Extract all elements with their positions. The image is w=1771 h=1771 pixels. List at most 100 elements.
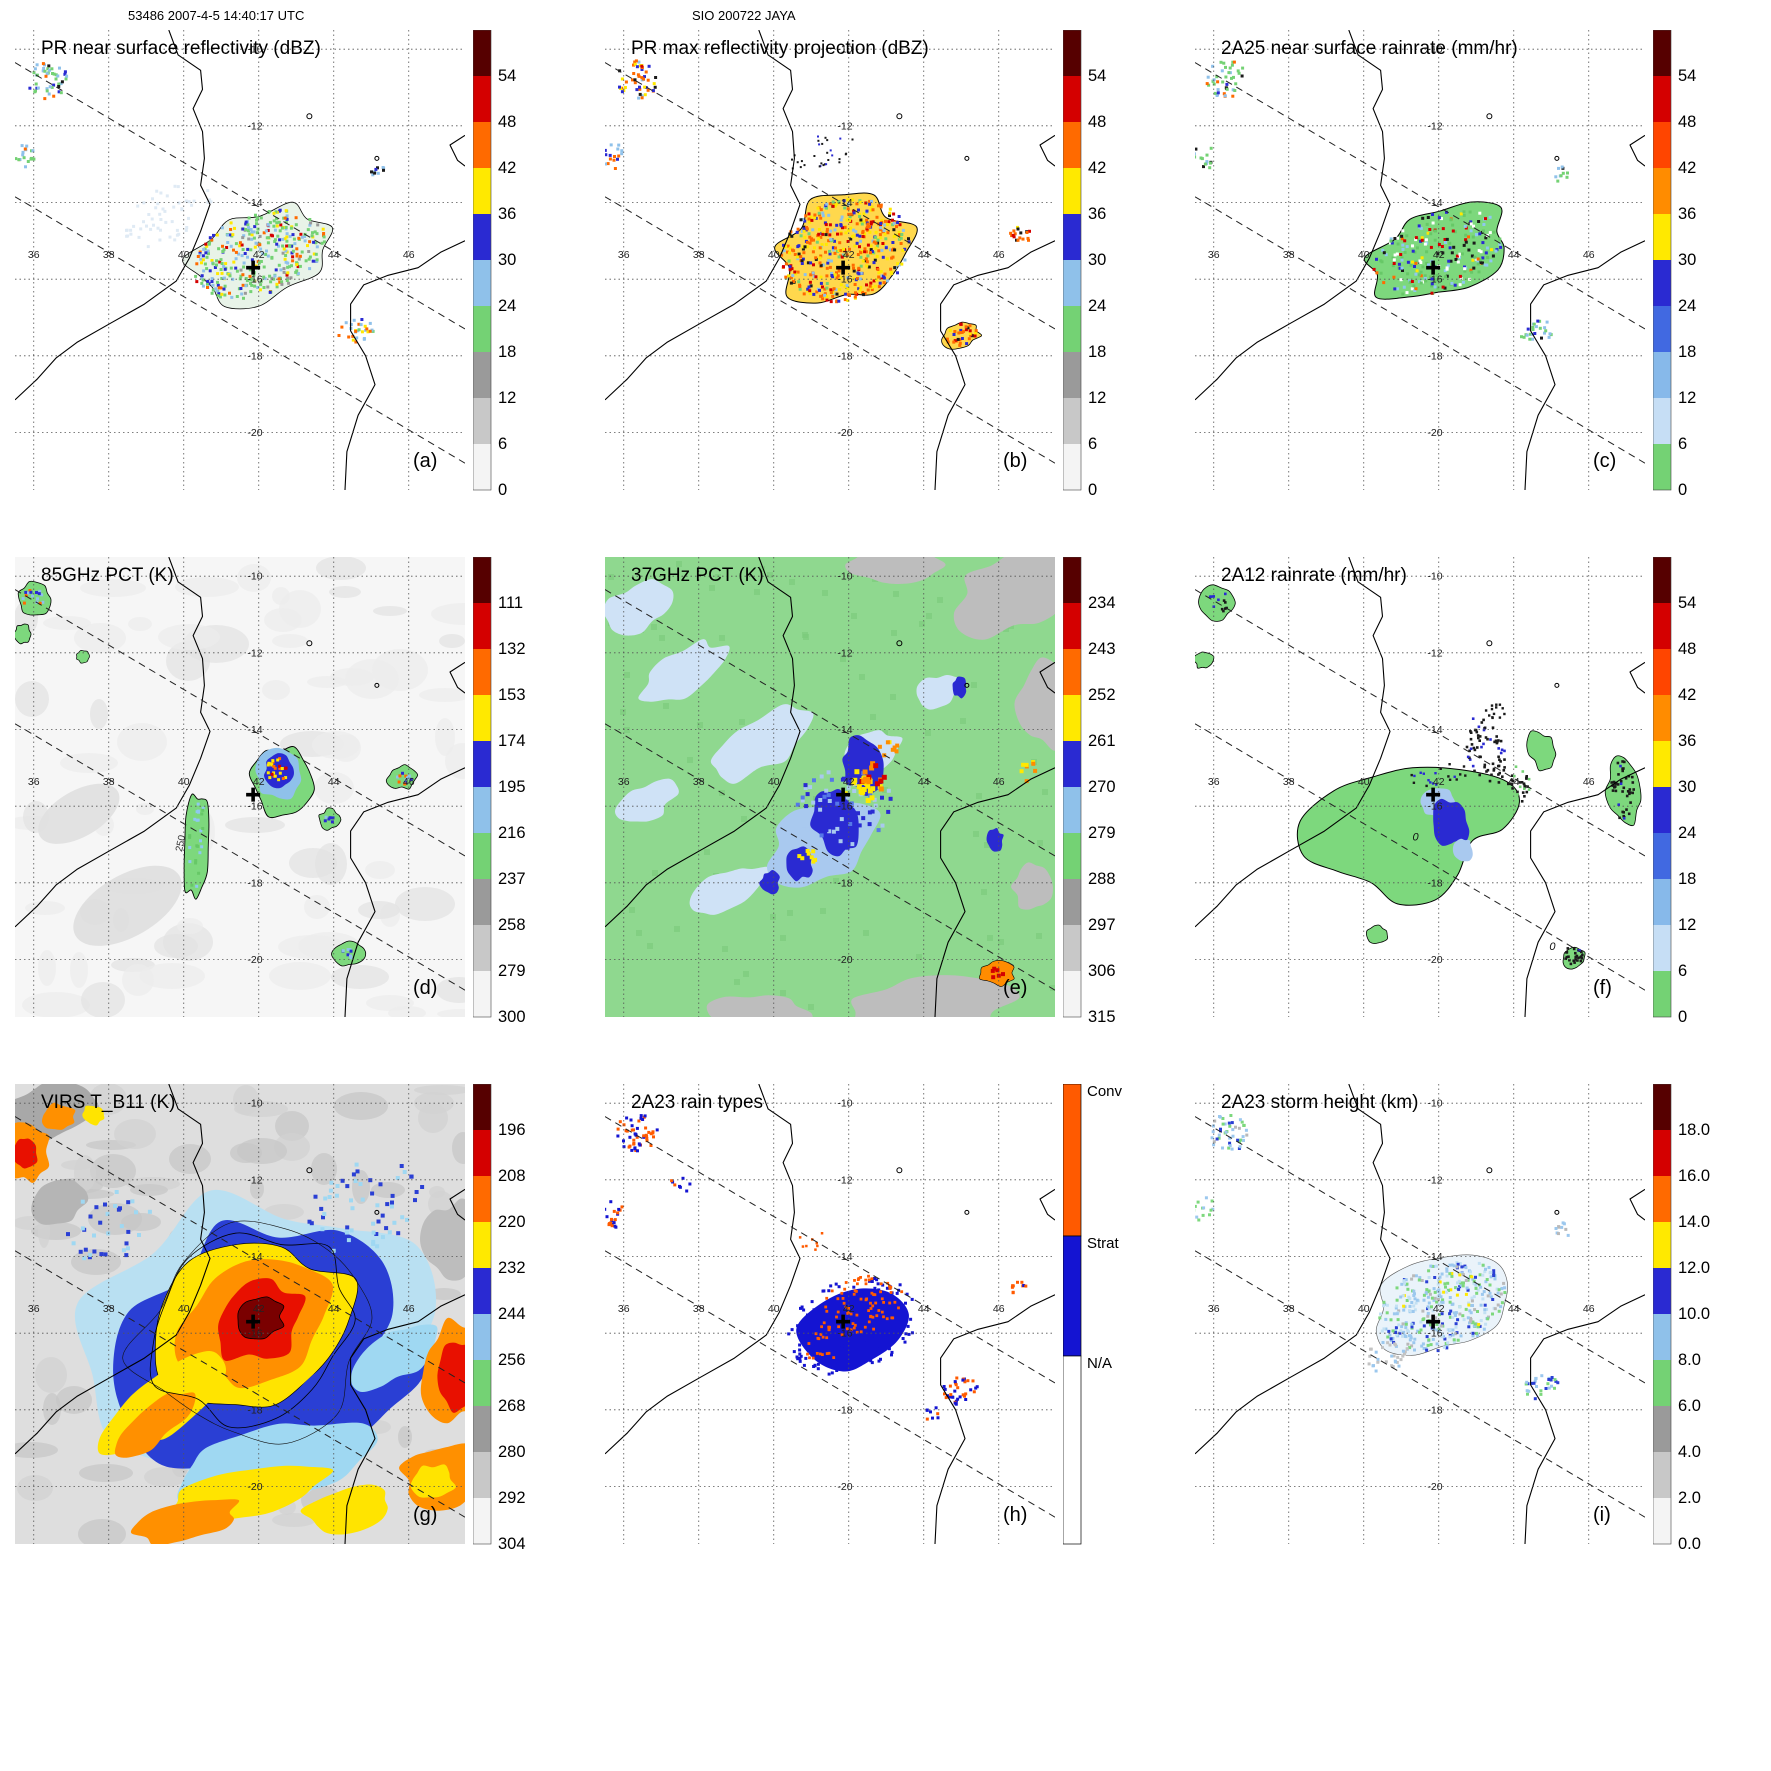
svg-text:-20: -20 — [837, 954, 852, 966]
svg-text:16.0: 16.0 — [1678, 1167, 1710, 1185]
svg-text:208: 208 — [498, 1167, 526, 1185]
svg-text:46: 46 — [993, 1303, 1005, 1315]
panel-i-title: 2A23 storm height (km) — [1221, 1092, 1419, 1113]
svg-text:0: 0 — [1549, 941, 1556, 953]
colorbar-d: 111 132 153 174 195 216 237 258 279 300 — [473, 557, 526, 1026]
svg-text:-14: -14 — [1427, 197, 1442, 209]
svg-text:-20: -20 — [247, 1481, 262, 1493]
panel-a-title: PR near surface reflectivity (dBZ) — [41, 38, 321, 59]
svg-text:279: 279 — [498, 962, 526, 980]
colorbar-g: 196 208 220 232 244 256 268 280 292 304 — [473, 1084, 526, 1553]
svg-text:48: 48 — [498, 113, 516, 131]
svg-text:6.0: 6.0 — [1678, 1397, 1701, 1415]
svg-text:174: 174 — [498, 732, 526, 750]
svg-text:-18: -18 — [247, 350, 262, 362]
svg-text:-18: -18 — [837, 877, 852, 889]
panel-a-letter: (a) — [413, 450, 438, 472]
svg-text:36: 36 — [1208, 776, 1220, 788]
panel-g-title: VIRS T_B11 (K) — [41, 1092, 176, 1113]
svg-text:-20: -20 — [1427, 1481, 1442, 1493]
svg-text:132: 132 — [498, 640, 526, 658]
svg-text:-16: -16 — [837, 1328, 852, 1340]
svg-text:111: 111 — [498, 594, 523, 612]
svg-text:-20: -20 — [837, 1481, 852, 1493]
panel-e: 36 38 40 42 44 46 -10 -12 -14 -16 -18 -20 234 243 252… — [605, 557, 1190, 1032]
svg-text:36: 36 — [1678, 732, 1696, 750]
colorbar-f: 54 48 42 36 30 24 18 12 6 0 — [1653, 557, 1696, 1026]
panel-f-title: 2A12 rainrate (mm/hr) — [1221, 565, 1407, 586]
svg-text:18: 18 — [1088, 343, 1106, 361]
panel-d: 250 36 38 40 42 44 46 -10 -12 -14 -16 -18 -20 111 132… — [15, 557, 600, 1032]
svg-text:44: 44 — [1508, 249, 1520, 261]
panel-h-letter: (h) — [1003, 1504, 1028, 1526]
svg-text:-16: -16 — [247, 801, 262, 813]
svg-text:-18: -18 — [247, 877, 262, 889]
svg-text:30: 30 — [1678, 251, 1696, 269]
map-i: 36 38 40 42 44 46 -10 -12 -14 -16 -18 -20 — [1195, 1084, 1645, 1544]
svg-text:42: 42 — [1433, 1303, 1445, 1315]
svg-text:288: 288 — [1088, 870, 1116, 888]
svg-text:-14: -14 — [247, 1251, 262, 1263]
svg-text:46: 46 — [993, 776, 1005, 788]
svg-text:0: 0 — [1678, 481, 1687, 499]
svg-text:-10: -10 — [837, 44, 852, 56]
panel-f-letter: (f) — [1593, 977, 1612, 999]
svg-text:42: 42 — [253, 249, 265, 261]
svg-text:40: 40 — [178, 776, 190, 788]
svg-text:38: 38 — [1283, 776, 1295, 788]
scan-caption: 53486 2007-4-5 14:40:17 UTC — [128, 8, 305, 23]
svg-text:18: 18 — [1678, 343, 1696, 361]
svg-text:-12: -12 — [837, 647, 852, 659]
svg-text:24: 24 — [1088, 297, 1106, 315]
panel-c-title: 2A25 near surface rainrate (mm/hr) — [1221, 38, 1518, 59]
svg-text:-18: -18 — [1427, 877, 1442, 889]
svg-text:24: 24 — [498, 297, 516, 315]
svg-text:18.0: 18.0 — [1678, 1121, 1710, 1139]
svg-text:-18: -18 — [1427, 1404, 1442, 1416]
svg-text:6: 6 — [1678, 435, 1687, 453]
svg-text:36: 36 — [28, 249, 40, 261]
svg-text:-20: -20 — [1427, 427, 1442, 439]
svg-text:36: 36 — [618, 776, 630, 788]
svg-text:24: 24 — [1678, 297, 1696, 315]
colorbar-c: 54 48 42 36 30 24 18 12 6 0 — [1653, 30, 1696, 499]
svg-text:250: 250 — [174, 834, 188, 853]
svg-text:42: 42 — [1088, 159, 1106, 177]
svg-text:N/A: N/A — [1087, 1355, 1112, 1372]
panel-a: 36 38 40 42 44 46 -10 -12 -14 -16 -18 -20 54 48 42 36 3… — [15, 30, 600, 505]
svg-text:48: 48 — [1678, 113, 1696, 131]
svg-text:18: 18 — [1678, 870, 1696, 888]
svg-text:-18: -18 — [837, 350, 852, 362]
svg-text:234: 234 — [1088, 594, 1116, 612]
svg-text:-20: -20 — [837, 427, 852, 439]
svg-text:-12: -12 — [1427, 120, 1442, 132]
svg-text:4.0: 4.0 — [1678, 1443, 1701, 1461]
svg-text:-20: -20 — [247, 954, 262, 966]
map-e: 36 38 40 42 44 46 -10 -12 -14 -16 -18 -20 — [605, 557, 1055, 1017]
svg-text:12.0: 12.0 — [1678, 1259, 1710, 1277]
svg-text:42: 42 — [1678, 159, 1696, 177]
svg-text:46: 46 — [403, 249, 415, 261]
svg-text:300: 300 — [498, 1008, 526, 1026]
svg-text:46: 46 — [993, 249, 1005, 261]
svg-text:8.0: 8.0 — [1678, 1351, 1701, 1369]
svg-text:36: 36 — [1208, 1303, 1220, 1315]
svg-text:-14: -14 — [837, 1251, 852, 1263]
svg-text:261: 261 — [1088, 732, 1116, 750]
svg-text:-10: -10 — [247, 44, 262, 56]
map-g: 36 38 40 42 44 46 -10 -12 -14 -16 -18 -20 — [15, 1084, 465, 1544]
svg-text:44: 44 — [918, 1303, 930, 1315]
svg-text:12: 12 — [1088, 389, 1106, 407]
svg-text:252: 252 — [1088, 686, 1116, 704]
svg-text:38: 38 — [1283, 1303, 1295, 1315]
svg-text:44: 44 — [918, 249, 930, 261]
svg-text:44: 44 — [328, 1303, 340, 1315]
svg-text:12: 12 — [1678, 389, 1696, 407]
svg-text:6: 6 — [1678, 962, 1687, 980]
panel-h-title: 2A23 rain types — [631, 1092, 764, 1113]
panel-i-letter: (i) — [1593, 1504, 1611, 1526]
svg-text:10.0: 10.0 — [1678, 1305, 1710, 1323]
svg-text:38: 38 — [103, 1303, 115, 1315]
svg-text:-12: -12 — [247, 120, 262, 132]
svg-text:153: 153 — [498, 686, 526, 704]
